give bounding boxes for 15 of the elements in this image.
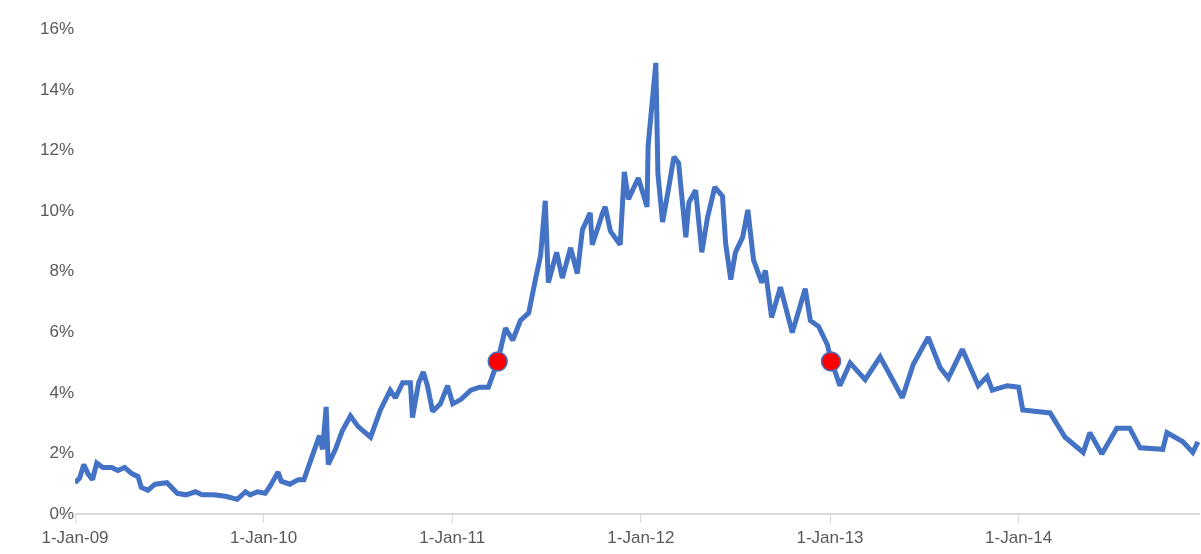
x-tick-label: 1-Jan-10 [230,528,298,548]
y-tick-label: 16% [39,18,74,38]
y-tick-label: 6% [49,322,74,342]
y-tick-label: 8% [49,261,74,281]
x-tick-label: 1-Jan-12 [607,528,675,548]
y-tick-label: 2% [49,443,74,463]
y-tick-label: 10% [39,200,74,220]
x-tick-label: 1-Jan-14 [985,528,1053,548]
x-tick-label: 1-Jan-11 [419,528,486,548]
y-tick-label: 4% [49,382,74,402]
y-tick-label: 0% [49,503,74,523]
y-tick-label: 12% [39,140,74,160]
x-tick-label: 1-Jan-09 [41,528,109,548]
y-tick-label: 14% [39,79,74,99]
x-tick-label: 1-Jan-13 [796,528,864,548]
